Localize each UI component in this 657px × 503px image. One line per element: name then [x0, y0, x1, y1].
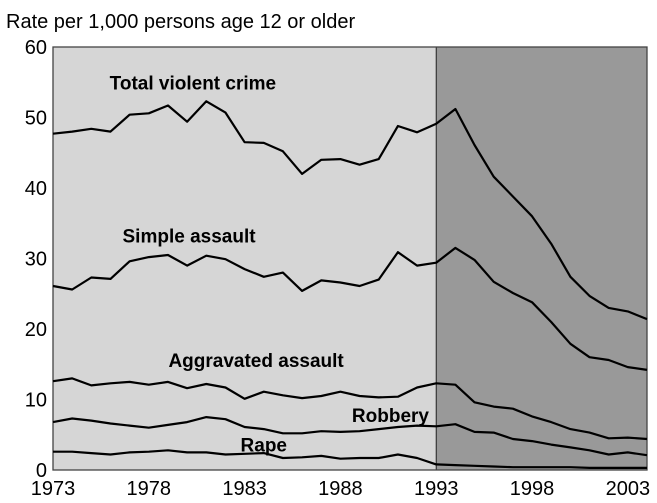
region-after-1993: [436, 47, 647, 470]
y-axis-title: Rate per 1,000 persons age 12 or older: [6, 11, 355, 33]
y-tick-label: 60: [25, 37, 47, 59]
series-label: Robbery: [352, 406, 430, 427]
series-line: [52, 246, 648, 371]
y-tick-label: 20: [25, 319, 47, 341]
series-line: [53, 449, 647, 469]
x-tick-label: 1973: [31, 478, 76, 500]
x-tick-label: 1998: [510, 478, 555, 500]
plot-background: [52, 46, 648, 471]
series-line: [52, 416, 648, 457]
x-tick-label: 1978: [127, 478, 172, 500]
x-axis-tick-labels: 1973 1978 1983 1988 1993 1998 2003: [31, 478, 650, 500]
x-tick-label: 1983: [222, 478, 267, 500]
series-label: Total violent crime: [110, 73, 276, 94]
y-tick-label: 0: [36, 460, 47, 482]
y-tick-label: 30: [25, 249, 47, 271]
y-tick-label: 40: [25, 178, 47, 200]
series-label: Simple assault: [123, 226, 257, 247]
plot-frame: [52, 46, 648, 471]
series-label: Rape: [241, 436, 287, 457]
x-tick-label: 1988: [318, 478, 363, 500]
x-tick-label: 2003: [606, 478, 651, 500]
series-labels: Total violent crime Simple assault Aggrava…: [110, 73, 430, 456]
series-label: Aggravated assault: [168, 351, 344, 372]
series-line: [52, 377, 648, 441]
x-tick-label: 1993: [414, 478, 459, 500]
y-tick-label: 50: [25, 108, 47, 130]
series-line: [52, 100, 648, 321]
y-tick-label: 10: [25, 390, 47, 412]
y-axis-tick-labels: 0 10 20 30 40 50 60: [25, 37, 47, 482]
series-lines: [52, 100, 648, 469]
